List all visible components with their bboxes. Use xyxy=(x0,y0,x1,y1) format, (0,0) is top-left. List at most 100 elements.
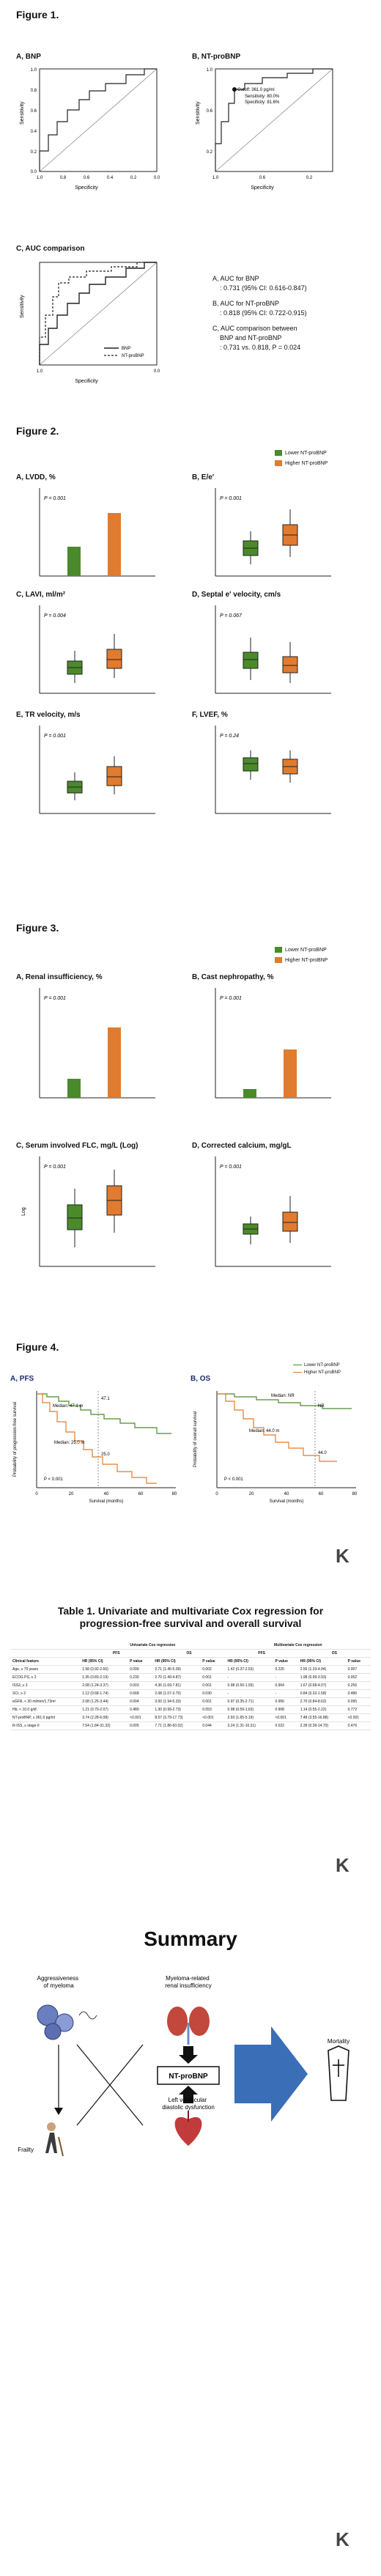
table-cell: 0.476 xyxy=(345,1721,371,1730)
p-value: P = 0.067 xyxy=(220,613,243,619)
table-cell: 2.39 (0.39-14.70) xyxy=(297,1721,346,1730)
renal-line: renal insufficiency xyxy=(165,1982,211,1989)
table-cell: NT-proBNP, ≥ 361.0 pg/ml xyxy=(10,1713,81,1722)
summary-diagram: Aggressiveness of myeloma Myeloma-relate… xyxy=(18,1975,349,2157)
roc-curve-ntprobnp xyxy=(39,262,157,365)
km-lower xyxy=(217,1393,352,1409)
p-value: P = 0.001 xyxy=(44,1165,66,1170)
fig1b-xlabel: Specificity xyxy=(251,185,274,191)
table-cell: 0.98 (0.59-1.63) xyxy=(225,1705,273,1714)
empty-cell xyxy=(10,1642,81,1650)
fig2e-tr-box: P = 0.001 xyxy=(39,726,155,814)
table1-title: Table 1. Univariate and multivariate Cox… xyxy=(0,1605,381,1630)
ytick: 1.0 xyxy=(31,68,37,73)
cox-table: Univariate Cox regression Multivariate C… xyxy=(10,1642,371,1730)
legend-lower-label: Lower NT-proBNP xyxy=(285,451,327,456)
p-value: P = 0.001 xyxy=(44,734,66,739)
xtick: 1.0 xyxy=(37,176,43,180)
p-value: P = 0.24 xyxy=(220,734,239,739)
fig1a-xlabel: Specificity xyxy=(75,185,98,191)
box-higher xyxy=(282,509,298,557)
column-header: P value xyxy=(273,1657,298,1666)
table-cell: ECOG PS, ≥ 2 xyxy=(10,1673,81,1682)
figure3-title: Figure 3. xyxy=(16,922,59,934)
table-cell: 1.58 (0.92-2.66) xyxy=(80,1665,128,1674)
p-value: P < 0.001 xyxy=(224,1477,243,1482)
table-cell: 0.97 (0.35-2.71) xyxy=(225,1697,273,1706)
table1: Univariate Cox regression Multivariate C… xyxy=(10,1642,371,1730)
group-header: Univariate Cox regression xyxy=(80,1642,226,1650)
median-low: Median: 47.1 m xyxy=(53,1404,83,1409)
table-cell: 4.36 (1.69-7.81) xyxy=(152,1681,201,1690)
table-cell: 0.84 (0.32-1.58) xyxy=(297,1689,346,1698)
bar-lower xyxy=(67,1079,81,1098)
table-cell: 0.005 xyxy=(127,1721,153,1730)
table-cell: 1.67 (0.68-4.07) xyxy=(297,1681,346,1690)
xtick: 0.4 xyxy=(107,176,114,180)
table-cell: - xyxy=(225,1673,273,1682)
note-body: : 0.818 (95% CI: 0.722-0.915) xyxy=(220,309,307,317)
table-row: SCr, ≥ 2 1.12 (0.68-1.74) 0.668 2.08 (1.07-… xyxy=(10,1689,371,1698)
table-cell: 1.42 (0.37-2.53) xyxy=(225,1665,273,1674)
xtick: 0.2 xyxy=(306,176,313,180)
table-sub-row: PFS OS PFS OS xyxy=(10,1649,371,1658)
table-cell: 3.24 (1.31-10.31) xyxy=(225,1721,273,1730)
km-lower xyxy=(37,1393,171,1434)
fig1c-ylabel: Sensitivity xyxy=(20,295,25,318)
table-cell: 2.08 (1.25-3.44) xyxy=(80,1697,128,1706)
y-label: Probability of progression-free survival xyxy=(13,1402,18,1477)
roc-curve-bnp xyxy=(39,68,157,171)
bar-higher xyxy=(108,513,121,576)
xtick: 0.8 xyxy=(60,176,67,180)
table-cell: 2.70 (0.84-8.62) xyxy=(297,1697,346,1706)
table-cell: 1.14 (0.55-2.22) xyxy=(297,1705,346,1714)
table-row: ECOG PS, ≥ 2 1.35 (0.83-2.19) 0.230 2.70 (1… xyxy=(10,1673,371,1682)
box-lower xyxy=(67,772,83,800)
legend-bnp: BNP xyxy=(122,347,130,351)
table-title-line1: Table 1. Univariate and multivariate Cox… xyxy=(57,1605,324,1617)
table-cell: 0.480 xyxy=(127,1705,153,1714)
xtick: 0.2 xyxy=(130,176,137,180)
ytick: 1.0 xyxy=(207,68,213,73)
legend-ntprobnp: NT-proBNP xyxy=(122,354,144,358)
p-value: P = 0.001 xyxy=(220,496,242,501)
column-header: P value xyxy=(127,1657,153,1666)
box-higher xyxy=(106,1170,122,1233)
legend-higher: Higher NT-proBNP xyxy=(275,459,328,469)
figure4-title: Figure 4. xyxy=(16,1341,59,1353)
table-cell: 7.48 (3.55-16.88) xyxy=(297,1713,346,1722)
xtick: 60 xyxy=(138,1492,144,1496)
table-title-line2: progression-free survival and overall su… xyxy=(79,1617,302,1629)
column-header: HR (95% CI) xyxy=(225,1657,273,1666)
xtick: 40 xyxy=(284,1492,289,1496)
table-cell: R-ISS, ≥ stage II xyxy=(10,1721,81,1730)
fig1-auc-notes: A, AUC for BNP: 0.731 (95% CI: 0.616-0.8… xyxy=(212,274,359,353)
fig1-roc-bnp: Sensitivity Specificity 1.0 0.8 0.6 0.4 … xyxy=(20,68,160,191)
bar-lower xyxy=(67,547,81,576)
legend-lower: Lower NT-proBNP xyxy=(293,1362,341,1369)
xtick: 80 xyxy=(352,1492,358,1496)
fig1a-ylabel: Sensitivity xyxy=(20,101,25,125)
box-higher xyxy=(282,750,298,783)
renal-label: Myeloma-related renal insufficiency xyxy=(165,1975,211,1989)
table-cell: 2.70 (1.49-4.87) xyxy=(152,1673,201,1682)
table-row: eGFR, < 30 ml/min/1.73m² 2.08 (1.25-3.44)… xyxy=(10,1697,371,1706)
legend-higher: Higher NT-proBNP xyxy=(293,1369,341,1376)
group-header: Multivariate Cox regression xyxy=(225,1642,371,1650)
p-value: P < 0.001 xyxy=(44,1477,63,1482)
legend-line-orange xyxy=(293,1371,302,1373)
table-cell: 0.003 xyxy=(127,1681,153,1690)
box-lower xyxy=(243,1217,259,1244)
lv-line: diastolic dysfunction xyxy=(162,2104,215,2111)
heart-icon xyxy=(174,2111,202,2146)
note-head: A, AUC for BNP xyxy=(212,275,259,282)
table-cell: 2.08 (1.07-3.70) xyxy=(152,1689,201,1698)
table-header-row: Clinical feature HR (95% CI) P value HR (95… xyxy=(10,1657,371,1666)
lv-line: Left ventricular xyxy=(169,2097,207,2103)
table-cell: 0.772 xyxy=(345,1705,371,1714)
box-lower xyxy=(243,638,259,680)
fig2d-label: D, Septal e' velocity, cm/s xyxy=(192,591,281,599)
note-head: B, AUC for NT-proBNP xyxy=(212,300,280,307)
table-cell: - xyxy=(273,1689,298,1698)
fig2-legend: Lower NT-proBNP Higher NT-proBNP xyxy=(275,449,328,469)
